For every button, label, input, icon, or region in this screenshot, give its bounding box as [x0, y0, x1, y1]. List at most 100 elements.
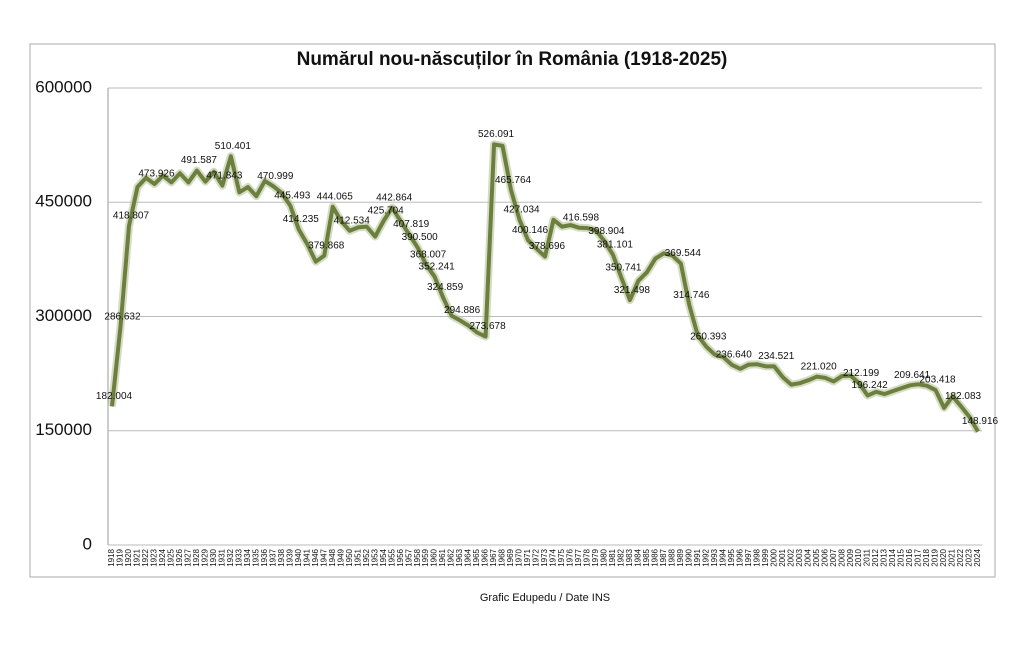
- x-tick-label: 1928: [192, 548, 201, 566]
- x-tick-label: 2013: [880, 548, 889, 566]
- x-tick-label: 1970: [515, 548, 524, 566]
- x-tick-label: 1951: [353, 548, 362, 566]
- data-label: 418.807: [113, 211, 150, 222]
- x-tick-label: 1939: [285, 548, 294, 566]
- y-tick-label: 300000: [35, 306, 92, 325]
- x-tick-label: 1972: [532, 548, 541, 566]
- x-tick-label: 1998: [752, 548, 761, 566]
- data-label: 427.034: [503, 204, 540, 215]
- x-tick-label: 1940: [294, 548, 303, 566]
- data-label: 473.926: [138, 169, 175, 180]
- data-label: 465.764: [495, 175, 532, 186]
- x-tick-label: 1968: [498, 548, 507, 566]
- data-label: 196.242: [852, 380, 889, 391]
- x-tick-label: 1995: [727, 548, 736, 566]
- x-tick-label: 1964: [464, 548, 473, 566]
- data-label: 510.401: [215, 141, 252, 152]
- x-tick-label: 1947: [319, 548, 328, 566]
- data-line: [110, 142, 980, 433]
- x-tick-label: 2004: [803, 548, 812, 566]
- source: Grafic Edupedu / Date INS: [480, 592, 610, 604]
- x-tick-label: 1934: [243, 548, 252, 566]
- data-label: 416.598: [563, 212, 600, 223]
- data-label: 212.199: [843, 368, 880, 379]
- x-tick-label: 1989: [676, 548, 685, 566]
- x-tick-label: 2006: [820, 548, 829, 566]
- data-label: 148.916: [962, 416, 999, 427]
- data-label: 390.500: [402, 232, 439, 243]
- x-tick-label: 2005: [812, 548, 821, 566]
- x-tick-label: 1978: [583, 548, 592, 566]
- x-tick-label: 1988: [667, 548, 676, 566]
- data-label: 471.843: [206, 170, 243, 181]
- x-tick-label: 1931: [217, 548, 226, 566]
- x-tick-label: 1963: [455, 548, 464, 566]
- x-tick-label: 1971: [523, 548, 532, 566]
- data-label: 379.868: [308, 240, 345, 251]
- x-tick-label: 1987: [659, 548, 668, 566]
- chart-frame: [29, 43, 996, 578]
- data-label: 526.091: [478, 129, 515, 140]
- x-tick-label: 1953: [370, 548, 379, 566]
- x-tick-label: 1959: [421, 548, 430, 566]
- x-tick-label: 1974: [549, 548, 558, 566]
- y-tick-label: 150000: [35, 420, 92, 439]
- x-tick-label: 2012: [871, 548, 880, 566]
- x-tick-label: 2023: [965, 548, 974, 566]
- x-tick-label: 1997: [744, 548, 753, 566]
- x-tick-label: 2002: [786, 548, 795, 566]
- x-tick-label: 2000: [769, 548, 778, 566]
- data-label: 203.418: [919, 375, 956, 386]
- x-tick-label: 1977: [574, 548, 583, 566]
- line-glow: [108, 140, 982, 434]
- x-tick-label: 1927: [184, 548, 193, 566]
- data-label: 236.640: [716, 349, 753, 360]
- x-tick-label: 1938: [277, 548, 286, 566]
- x-tick-label: 1991: [693, 548, 702, 566]
- x-tick-label: 1925: [167, 548, 176, 566]
- x-tick-label: 1986: [650, 548, 659, 566]
- x-tick-label: 1920: [124, 548, 133, 566]
- data-label: 442.864: [376, 192, 413, 203]
- x-tick-label: 1994: [718, 548, 727, 566]
- x-tick-label: 1992: [701, 548, 710, 566]
- x-tick-label: 1984: [634, 548, 643, 566]
- x-tick-label: 2020: [939, 548, 948, 566]
- y-tick-label: 0: [83, 534, 92, 553]
- x-tick-label: 1999: [761, 548, 770, 566]
- x-tick-label: 2011: [863, 548, 872, 566]
- x-tick-label: 1923: [150, 548, 159, 566]
- x-tick-label: 2014: [888, 548, 897, 566]
- x-tick-label: 1956: [396, 548, 405, 566]
- x-tick-label: 1955: [387, 548, 396, 566]
- x-tick-label: 1930: [209, 548, 218, 566]
- data-label: 321.498: [614, 285, 651, 296]
- x-tick-label: 1949: [336, 548, 345, 566]
- data-label: 350.741: [605, 262, 642, 273]
- x-tick-label: 1975: [557, 548, 566, 566]
- data-label: 294.886: [444, 305, 481, 316]
- x-tick-label: 1921: [133, 548, 142, 566]
- x-tick-label: 2003: [795, 548, 804, 566]
- x-tick-label: 1935: [251, 548, 260, 566]
- x-tick-label: 1922: [141, 548, 150, 566]
- x-tick-label: 1929: [201, 548, 210, 566]
- x-tick-label: 1993: [710, 548, 719, 566]
- x-tick-label: 1981: [608, 548, 617, 566]
- x-tick-label: 1936: [260, 548, 269, 566]
- x-tick-label: 2008: [837, 548, 846, 566]
- x-tick-label: 1973: [540, 548, 549, 566]
- x-tick-label: 2018: [922, 548, 931, 566]
- x-tick-label: 1982: [617, 548, 626, 566]
- data-label: 445.493: [274, 190, 311, 201]
- x-tick-label: 2021: [948, 548, 957, 566]
- x-tick-label: 2016: [905, 548, 914, 566]
- x-tick-label: 1937: [268, 548, 277, 566]
- data-label: 260.393: [690, 331, 727, 342]
- data-label: 381.101: [597, 239, 634, 250]
- x-tick-label: 1919: [116, 548, 125, 566]
- x-tick-label: 2022: [956, 548, 965, 566]
- data-label: 352.241: [419, 261, 456, 272]
- x-tick-label: 2007: [829, 548, 838, 566]
